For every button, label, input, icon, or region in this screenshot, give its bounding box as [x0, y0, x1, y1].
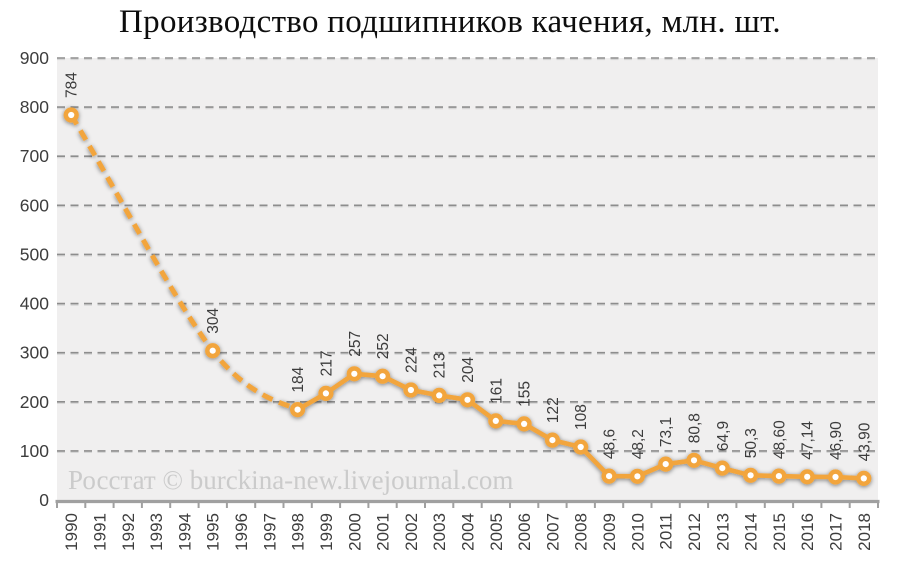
data-point-center [492, 417, 499, 424]
x-tick-label-1993: 1993 [147, 513, 166, 551]
y-tick-label-400: 400 [20, 294, 49, 314]
x-tick-label-2008: 2008 [572, 513, 591, 551]
data-label-2016: 47,14 [800, 421, 817, 460]
y-tick-label-700: 700 [20, 146, 49, 166]
x-tick-label-2013: 2013 [713, 513, 732, 551]
x-tick-label-1998: 1998 [289, 513, 308, 551]
data-label-2007: 122 [545, 397, 562, 423]
x-axis-labels: 1990 1991 1992 1993 1994 1995 1996 1997 1998 1999… [62, 513, 874, 551]
data-point-center [577, 443, 584, 451]
data-label-2014: 50,3 [743, 428, 760, 458]
data-series [63, 107, 872, 486]
y-tick-label-600: 600 [20, 195, 49, 215]
data-label-2015: 48,60 [771, 420, 788, 459]
data-label-2018: 43,90 [856, 422, 873, 461]
x-tick-label-1990: 1990 [62, 513, 81, 551]
data-label-1995: 304 [205, 307, 222, 333]
x-tick-label-2007: 2007 [543, 513, 562, 551]
dashed-interpolation-line [69, 113, 300, 412]
data-point-center [68, 111, 75, 119]
x-tick-label-2005: 2005 [487, 513, 506, 551]
x-tick-label-2015: 2015 [770, 513, 789, 551]
data-label-2008: 108 [573, 404, 590, 430]
x-tick-label-2014: 2014 [742, 513, 761, 551]
data-label-2000: 257 [347, 331, 364, 357]
watermark: Росстат © burckina-new.livejournal.com [68, 465, 513, 495]
data-label-2005: 161 [488, 378, 505, 404]
data-point-center [464, 396, 471, 403]
y-axis-labels: 0 100 200 300 400 500 600 700 800 900 [20, 48, 49, 510]
x-tick-label-1992: 1992 [119, 513, 138, 551]
data-label-2006: 155 [517, 381, 534, 407]
x-axis [55, 499, 880, 508]
data-label-2002: 224 [403, 347, 420, 373]
y-tick-label-900: 900 [20, 48, 49, 68]
x-tick-label-2012: 2012 [685, 513, 704, 551]
data-label-1999: 217 [318, 351, 335, 377]
x-tick-label-2004: 2004 [459, 513, 478, 551]
data-point-center [860, 475, 867, 482]
x-tick-label-2009: 2009 [600, 513, 619, 551]
x-tick-label-2018: 2018 [855, 513, 874, 551]
data-label-2009: 48,6 [602, 429, 619, 459]
x-tick-label-1996: 1996 [232, 513, 251, 551]
data-point-center [832, 473, 839, 481]
data-point-center [549, 437, 556, 444]
y-tick-label-0: 0 [39, 490, 49, 510]
data-label-1998: 184 [290, 366, 307, 392]
data-label-2004: 204 [460, 357, 477, 383]
x-tick-label-1999: 1999 [317, 513, 336, 551]
data-label-2003: 213 [432, 353, 449, 379]
chart-title: Производство подшипников качения, млн. ш… [119, 4, 781, 40]
y-tick-label-300: 300 [20, 343, 49, 363]
data-point-center [322, 390, 329, 397]
data-point-center [690, 457, 698, 464]
data-point-center [351, 370, 358, 377]
x-tick-label-1991: 1991 [91, 513, 110, 551]
y-tick-label-800: 800 [20, 97, 49, 117]
x-tick-label-2017: 2017 [827, 513, 846, 551]
x-tick-label-1994: 1994 [175, 513, 194, 551]
data-point-center [662, 461, 669, 468]
data-label-2001: 252 [375, 333, 392, 359]
x-tick-label-1995: 1995 [204, 513, 223, 551]
data-point-center [294, 406, 301, 413]
x-tick-label-2016: 2016 [798, 513, 817, 551]
plot-area [57, 58, 878, 500]
data-point-center [775, 473, 783, 480]
x-tick-label-2003: 2003 [430, 513, 449, 551]
data-point-center [209, 347, 216, 354]
x-tick-label-2002: 2002 [402, 513, 421, 551]
y-tick-label-100: 100 [20, 441, 49, 461]
data-point-center [407, 386, 414, 394]
x-tick-label-2010: 2010 [628, 513, 647, 551]
data-point-center [719, 465, 726, 472]
data-label-2017: 46,90 [828, 421, 845, 460]
data-label-2011: 73,1 [658, 417, 675, 447]
y-tick-label-500: 500 [20, 244, 49, 264]
data-point-center [747, 472, 754, 479]
x-tick-label-2000: 2000 [345, 513, 364, 551]
plot-background [57, 58, 878, 500]
data-point-center [804, 473, 811, 480]
y-tick-label-200: 200 [20, 392, 49, 412]
data-label-2010: 48,2 [630, 429, 647, 459]
gridlines [57, 57, 878, 453]
x-tick-label-1997: 1997 [260, 513, 279, 551]
data-point-center [521, 420, 528, 427]
data-point-center [436, 392, 443, 399]
data-point-center [606, 473, 613, 480]
data-label-2013: 64,9 [715, 421, 732, 451]
x-tick-label-2006: 2006 [515, 513, 534, 551]
x-tick-label-2001: 2001 [374, 513, 393, 551]
data-label-1990: 784 [64, 72, 81, 98]
data-label-2012: 80,8 [687, 413, 704, 443]
x-tick-label-2011: 2011 [657, 513, 676, 550]
data-labels: 784 304 184 217 257 252 224 213 204 161 155 122 108 4… [64, 72, 874, 462]
data-point-center [634, 473, 641, 480]
data-point-center [379, 373, 386, 380]
